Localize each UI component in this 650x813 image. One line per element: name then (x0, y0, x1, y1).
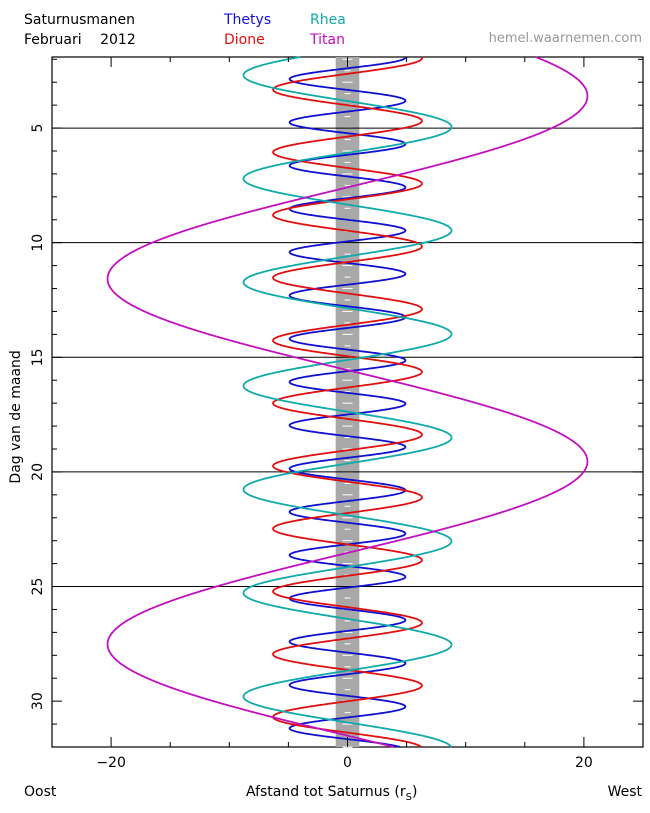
x-tick-labels: −20 0 20 (96, 755, 592, 771)
y-tick-label: 20 (30, 463, 46, 481)
series-line-dione (272, 56, 423, 748)
series-line-thetys (288, 56, 407, 748)
year-label: 2012 (100, 32, 136, 48)
x-tick-label: 20 (575, 755, 593, 771)
y-tick-label: 15 (30, 348, 46, 366)
y-tick-label: 5 (30, 124, 46, 133)
axis-ticks (51, 57, 644, 748)
x-tick-label: 0 (343, 755, 352, 771)
y-tick-labels: 5 10 15 20 25 30 (30, 124, 46, 710)
x-axis-label: Afstand tot Saturnus (rS) (246, 784, 417, 803)
legend-titan: Titan (310, 32, 345, 48)
y-tick-label: 30 (30, 692, 46, 710)
y-axis-label: Dag van de maand (8, 350, 24, 483)
x-axis-label-subscript: S (405, 791, 412, 803)
title-line-2: Februari 2012 (24, 32, 136, 48)
series-line-titan (106, 56, 589, 748)
series-line-rhea (242, 56, 453, 748)
series-layer (106, 56, 589, 748)
website-label: hemel.waarnemen.com (488, 31, 642, 46)
x-axis-label-text: Afstand tot Saturnus (r (246, 784, 406, 800)
legend-dione: Dione (224, 32, 265, 48)
west-label: West (607, 784, 642, 800)
x-axis-label-suffix: ) (411, 784, 418, 800)
east-label: Oost (24, 784, 57, 800)
title-line-1: Saturnusmanen (24, 12, 135, 28)
x-tick-label: −20 (96, 755, 126, 771)
legend-thetys: Thetys (224, 12, 272, 28)
y-tick-label: 10 (30, 234, 46, 252)
legend-rhea: Rhea (310, 12, 346, 28)
month-label: Februari (24, 32, 82, 48)
y-tick-label: 25 (30, 578, 46, 596)
